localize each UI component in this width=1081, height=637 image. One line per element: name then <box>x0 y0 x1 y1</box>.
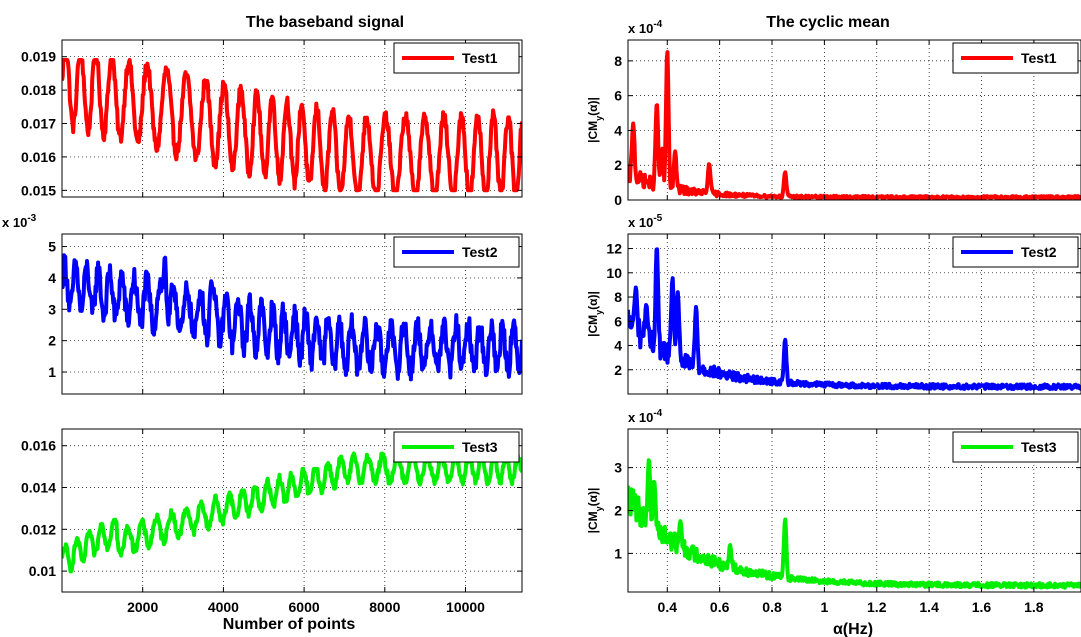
right-title: The cyclic mean <box>766 14 890 31</box>
y-tick-label: 2 <box>614 362 622 378</box>
multiplier-exponent: -4 <box>653 408 662 419</box>
x-tick-label: 6000 <box>289 599 320 615</box>
x-tick-label: 1.6 <box>972 599 992 615</box>
y-tick-label: 0.012 <box>21 521 56 537</box>
y-tick-label: 0 <box>614 192 622 208</box>
y-tick-label: 2 <box>614 157 622 173</box>
multiplier-base: x 10 <box>628 215 653 230</box>
legend-label: Test1 <box>462 50 498 66</box>
legend: Test2 <box>952 236 1079 268</box>
y-label-sub: y <box>594 310 604 315</box>
y-tick-label: 3 <box>614 460 622 476</box>
y-tick-label: 12 <box>606 241 622 257</box>
y-tick-label: 6 <box>614 313 622 329</box>
y-tick-label: 0.014 <box>21 480 56 496</box>
y-tick-label: 1 <box>48 364 56 380</box>
axes-frame <box>627 233 1081 395</box>
y-label-tail: (α)| <box>586 291 600 310</box>
legend: Test2 <box>393 236 520 268</box>
y-tick-label: 2 <box>614 503 622 519</box>
y-tick-label: 6 <box>614 88 622 104</box>
y-tick-label: 3 <box>48 301 56 317</box>
y-label-tail: (α)| <box>586 97 600 116</box>
panel-right-1: 0 2 4 6 8 x 10-4 |CMy(α)| Test1 <box>586 19 1081 208</box>
series-line-test2 <box>628 247 1081 391</box>
y-tick-label: 8 <box>614 53 622 69</box>
multiplier-exponent: -3 <box>27 213 36 224</box>
panel-right-3: 0.4 0.6 0.8 1 1.2 1.4 1.6 1.8 1 2 3 x 10-4 |CMy(α)| T… <box>586 408 1081 615</box>
x-tick-label: 0.8 <box>762 599 782 615</box>
axis-multiplier: x 10-4 <box>628 408 663 425</box>
panel-right-2: 2 4 6 8 10 12 x 10-5 |CMy(α)| Test2 <box>586 213 1081 395</box>
multiplier-base: x 10 <box>628 21 653 36</box>
y-tick-label: 0.017 <box>21 116 56 132</box>
legend-label: Test3 <box>462 439 498 455</box>
legend-label: Test3 <box>1021 439 1057 455</box>
y-label-main: |CM <box>586 315 600 337</box>
x-tick-label: 0.4 <box>658 599 678 615</box>
axis-multiplier: x 10-3 <box>2 213 37 230</box>
multiplier-exponent: -4 <box>653 19 662 30</box>
legend: Test1 <box>393 42 520 74</box>
x-tick-label: 2000 <box>127 599 158 615</box>
axes-frame <box>61 428 523 593</box>
multiplier-base: x 10 <box>628 410 653 425</box>
axes-frame <box>627 39 1081 201</box>
y-tick-label: 4 <box>614 338 622 354</box>
legend: Test3 <box>952 431 1079 463</box>
y-tick-label: 4 <box>48 270 56 286</box>
legend: Test3 <box>393 431 520 463</box>
y-axis-label: |CMy(α)| <box>586 97 604 143</box>
legend: Test1 <box>952 42 1079 74</box>
x-tick-label: 1 <box>820 599 828 615</box>
y-label-main: |CM <box>586 511 600 533</box>
y-tick-label: 2 <box>48 333 56 349</box>
panel-left-3: 2000 4000 6000 8000 10000 0.01 0.012 0.014 0.016… <box>21 428 523 615</box>
y-tick-label: 10 <box>606 265 622 281</box>
y-axis-label: |CMy(α)| <box>586 488 604 534</box>
left-x-axis-label: Number of points <box>223 616 356 633</box>
x-tick-label: 10000 <box>446 599 485 615</box>
x-tick-label: 4000 <box>208 599 239 615</box>
y-tick-label: 0.016 <box>21 149 56 165</box>
y-axis-label: |CMy(α)| <box>586 291 604 337</box>
multiplier-base: x 10 <box>2 215 27 230</box>
panel-left-2: 1 2 3 4 5 x 10-3 Test2 <box>2 213 523 395</box>
series-line-test1 <box>628 50 1081 200</box>
left-title: The baseband signal <box>246 14 404 31</box>
legend-label: Test1 <box>1021 50 1057 66</box>
y-tick-label: 0.019 <box>21 49 56 65</box>
legend-label: Test2 <box>462 244 498 260</box>
axes-frame <box>61 233 523 395</box>
y-label-main: |CM <box>586 121 600 143</box>
y-tick-label: 8 <box>614 289 622 305</box>
x-tick-label: 8000 <box>369 599 400 615</box>
panel-left-1: 0.015 0.016 0.017 0.018 0.019 Test1 <box>21 39 523 198</box>
x-tick-label: 1.4 <box>919 599 939 615</box>
multiplier-exponent: -5 <box>653 213 662 224</box>
y-tick-label: 0.018 <box>21 82 56 98</box>
series-line-test3 <box>628 458 1081 590</box>
x-tick-label: 0.6 <box>710 599 730 615</box>
x-tick-label: 1.2 <box>867 599 887 615</box>
y-label-sub: y <box>594 506 604 511</box>
axis-multiplier: x 10-4 <box>628 19 663 36</box>
axis-multiplier: x 10-5 <box>628 213 663 230</box>
right-x-axis-label: α(Hz) <box>833 621 873 637</box>
y-tick-label: 0.016 <box>21 438 56 454</box>
y-tick-label: 0.015 <box>21 182 56 198</box>
series-line-test3 <box>62 450 522 574</box>
y-label-tail: (α)| <box>586 488 600 507</box>
legend-label: Test2 <box>1021 244 1057 260</box>
series-line-test1 <box>62 58 522 193</box>
y-tick-label: 1 <box>614 545 622 561</box>
x-tick-label: 1.8 <box>1024 599 1044 615</box>
y-label-sub: y <box>594 116 604 121</box>
y-tick-label: 4 <box>614 122 622 138</box>
series-line-test2 <box>62 253 522 382</box>
y-tick-label: 5 <box>48 239 56 255</box>
y-tick-label: 0.01 <box>29 563 56 579</box>
axes-frame <box>61 39 523 198</box>
